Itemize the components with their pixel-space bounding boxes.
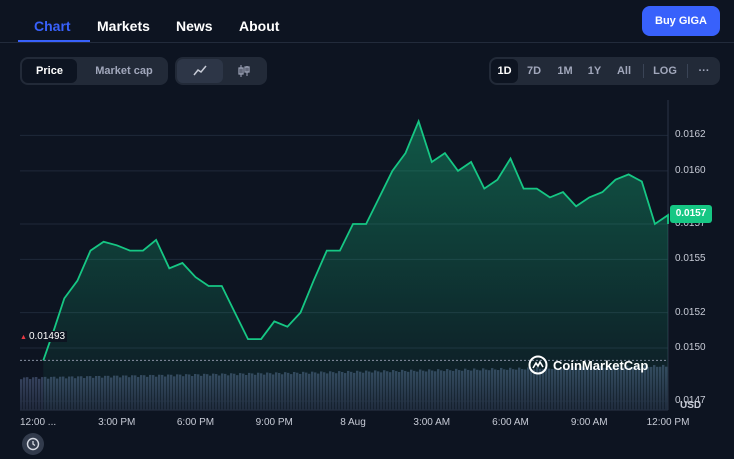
y-axis-tick-label: 0.0152	[675, 306, 706, 318]
time-range-selector: 1D 7D 1M 1Y All LOG ···	[489, 57, 720, 85]
y-axis-tick-label: 0.0150	[675, 342, 706, 353]
range-1m-button[interactable]: 1M	[557, 65, 573, 77]
y-axis-tick-label: 0.0157	[675, 218, 706, 229]
volume-bar	[23, 377, 26, 410]
watermark-text: CoinMarketCap	[553, 357, 649, 373]
coinmarketcap-watermark: CoinMarketCap	[528, 355, 648, 375]
metric-toggle: Price Market cap	[20, 57, 168, 85]
market-cap-button[interactable]: Market cap	[95, 65, 153, 77]
current-price-badge: 0.0157	[670, 205, 712, 223]
log-scale-button[interactable]: LOG	[653, 65, 677, 77]
coinmarketcap-logo-icon	[528, 355, 548, 375]
price-line	[42, 118, 669, 361]
x-axis-tick-label: 9:00 PM	[255, 417, 293, 428]
volume-bar	[41, 377, 44, 410]
price-chart[interactable]	[0, 95, 734, 415]
range-7d-button[interactable]: 7D	[526, 65, 542, 77]
more-options-button[interactable]: ···	[698, 65, 710, 77]
line-chart-icon[interactable]	[177, 59, 223, 83]
x-axis-tick-label: 12:00 ...	[20, 417, 57, 428]
volume-bar	[38, 378, 41, 410]
buy-giga-button[interactable]: Buy GIGA	[642, 6, 720, 36]
volume-bar	[32, 377, 35, 410]
tab-markets[interactable]: Markets	[97, 18, 150, 34]
currency-label: USD	[680, 400, 702, 411]
history-button[interactable]	[22, 433, 44, 455]
candlestick-icon[interactable]	[223, 59, 265, 83]
open-marker-icon: ▲	[20, 334, 27, 341]
tab-about[interactable]: About	[239, 18, 280, 34]
history-clock-icon	[26, 437, 40, 451]
nav-divider	[0, 42, 734, 43]
volume-bar	[29, 379, 32, 410]
range-all-button[interactable]: All	[616, 65, 632, 77]
volume-bar	[26, 377, 29, 410]
range-separator	[643, 64, 644, 78]
x-axis-tick-label: 3:00 PM	[98, 417, 136, 428]
x-axis-tick-label: 8 Aug	[340, 417, 366, 428]
open-price-label: ▲ 0.01493	[18, 331, 68, 342]
y-axis-tick-label: 0.0155	[675, 253, 706, 265]
range-1d-button[interactable]: 1D	[491, 59, 518, 83]
x-axis-tick-label: 12:00 PM	[646, 417, 690, 428]
tab-chart[interactable]: Chart	[34, 18, 71, 34]
open-price-value: 0.01493	[28, 331, 66, 342]
y-axis-tick-label: 0.0147	[675, 395, 706, 407]
tab-news[interactable]: News	[176, 18, 213, 34]
volume-bar	[20, 379, 23, 410]
price-area-fill	[43, 121, 669, 411]
x-axis-tick-label: 6:00 AM	[492, 417, 529, 428]
price-button[interactable]: Price	[22, 59, 77, 83]
y-axis-tick-label: 0.0160	[675, 164, 706, 176]
range-separator	[687, 64, 688, 78]
x-axis-tick-label: 6:00 PM	[176, 417, 215, 428]
y-axis-tick-label: 0.0162	[675, 129, 706, 141]
x-axis-tick-label: 9:00 AM	[570, 417, 608, 428]
chart-type-toggle	[175, 57, 267, 85]
active-tab-indicator	[18, 40, 90, 42]
x-axis-tick-label: 3:00 AM	[413, 417, 451, 428]
top-navigation: Chart Markets News About Buy GIGA	[0, 0, 734, 42]
range-1y-button[interactable]: 1Y	[587, 65, 602, 77]
volume-bar	[35, 377, 38, 410]
